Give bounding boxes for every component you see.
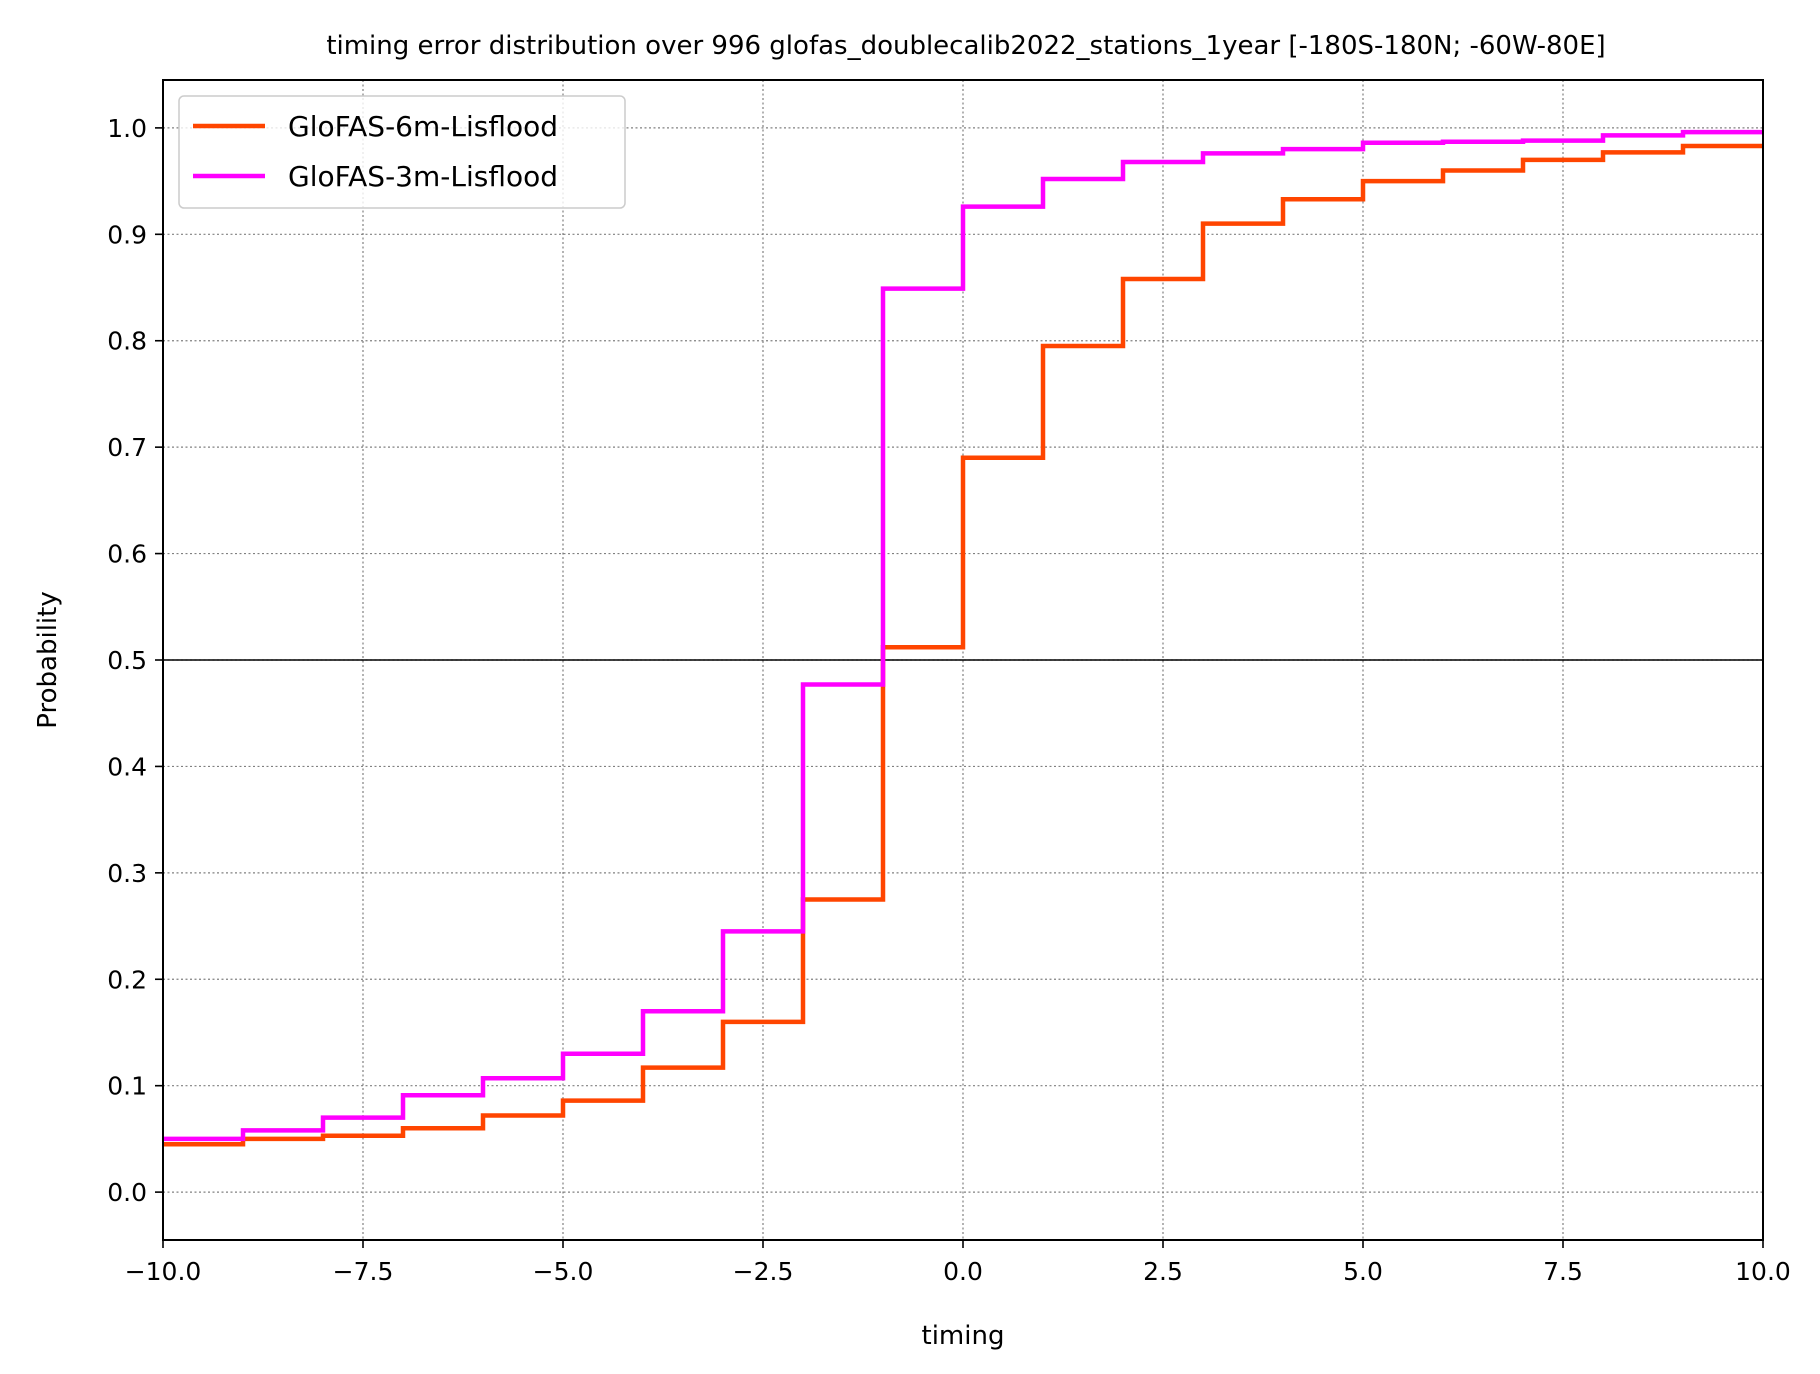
y-tick-label: 0.7 [107, 433, 147, 462]
legend-label-glofas-6m: GloFAS-6m-Lisflood [288, 110, 558, 143]
legend: GloFAS-6m-Lisflood GloFAS-3m-Lisflood [178, 95, 626, 209]
y-tick-label: 0.8 [107, 327, 147, 356]
legend-label-glofas-3m: GloFAS-3m-Lisflood [288, 160, 558, 193]
y-tick-label: 0.3 [107, 859, 147, 888]
y-axis-title: Probability [33, 591, 63, 728]
x-tick-label: 7.5 [1543, 1257, 1583, 1286]
y-tick-label: 0.1 [107, 1072, 147, 1101]
x-axis-ticks: −10.0 −7.5 −5.0 −2.5 0.0 2.5 5.0 7.5 10.0 [125, 1240, 1791, 1286]
x-tick-label: 5.0 [1343, 1257, 1383, 1286]
series-line-glofas-6m [163, 143, 1763, 1147]
legend-box [178, 95, 626, 209]
x-tick-label: −10.0 [125, 1257, 202, 1286]
y-tick-label: 0.0 [107, 1178, 147, 1207]
y-tick-label: 0.4 [107, 752, 147, 781]
y-tick-label: 0.5 [107, 646, 147, 675]
y-tick-label: 0.2 [107, 965, 147, 994]
x-tick-label: −5.0 [533, 1257, 594, 1286]
x-tick-label: 10.0 [1735, 1257, 1791, 1286]
x-axis-title: timing [922, 1321, 1005, 1351]
x-tick-label: −2.5 [733, 1257, 794, 1286]
x-tick-label: −7.5 [333, 1257, 394, 1286]
y-axis-ticks: 0.0 0.1 0.2 0.3 0.4 0.5 0.6 0.7 0.8 0.9 1.0 [107, 114, 163, 1207]
y-tick-label: 1.0 [107, 114, 147, 143]
chart-title: timing error distribution over 996 glofa… [326, 31, 1605, 61]
x-tick-label: 0.0 [943, 1257, 983, 1286]
series-layer [163, 129, 1763, 1147]
series-line-glofas-3m [163, 129, 1763, 1142]
y-tick-label: 0.9 [107, 220, 147, 249]
x-tick-label: 2.5 [1143, 1257, 1183, 1286]
y-tick-label: 0.6 [107, 540, 147, 569]
